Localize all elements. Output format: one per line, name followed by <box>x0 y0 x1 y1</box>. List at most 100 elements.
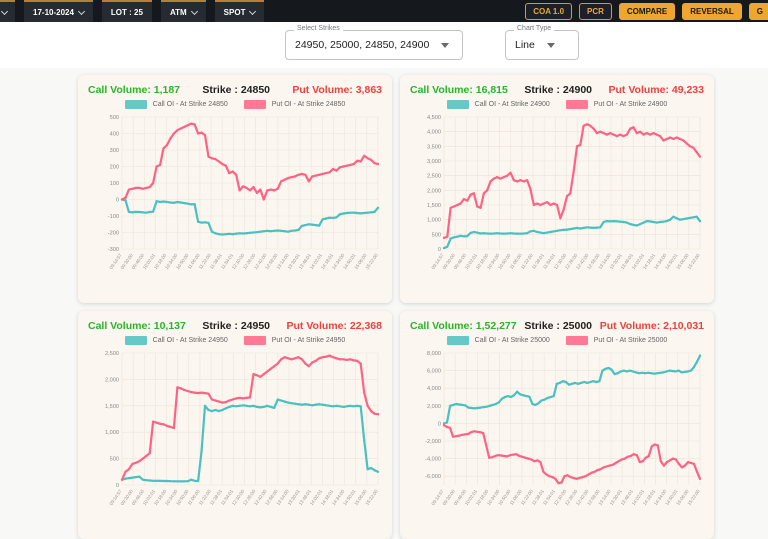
atm-select[interactable]: ATM <box>160 0 206 22</box>
svg-text:500: 500 <box>110 457 119 463</box>
chevron-down-icon <box>249 7 257 15</box>
put-legend-swatch[interactable] <box>243 100 266 109</box>
call-legend-label[interactable]: Call OI - At Strike 24950 <box>152 337 228 344</box>
put-volume-label: Put Volume: 22,368 <box>286 320 382 332</box>
svg-text:500: 500 <box>432 232 441 238</box>
date-label: 17-10-2024 <box>33 7 74 17</box>
select-strikes-dropdown[interactable]: Select Strikes 24950, 25000, 24850, 2490… <box>285 25 463 60</box>
svg-text:-2,000: -2,000 <box>425 439 441 445</box>
chevron-down-icon <box>0 7 9 15</box>
chart-type-value: Line <box>515 39 535 51</box>
chart-type-dropdown[interactable]: Chart Type Line <box>505 25 579 60</box>
put-legend-swatch[interactable] <box>565 336 588 345</box>
svg-text:200: 200 <box>110 165 119 171</box>
svg-text:0: 0 <box>116 198 119 204</box>
pcr-button[interactable]: PCR <box>579 2 612 20</box>
svg-text:2,000: 2,000 <box>427 404 441 410</box>
svg-text:-200: -200 <box>108 231 119 237</box>
line-chart-24850: 09:14:5709:30:0009:46:0010:02:0110:18:00… <box>108 115 380 270</box>
svg-text:0: 0 <box>438 421 441 427</box>
svg-text:3,500: 3,500 <box>427 144 441 150</box>
atm-label: ATM <box>169 7 187 17</box>
line-chart-24950: 09:14:5709:30:0009:46:0010:02:0110:18:00… <box>105 351 380 506</box>
put-legend-label[interactable]: Put OI - At Strike 25000 <box>593 337 668 344</box>
strike-label: Strike : 25000 <box>524 320 593 332</box>
call-legend-swatch[interactable] <box>124 336 147 345</box>
svg-text:2,500: 2,500 <box>105 351 119 357</box>
call-volume-label: Call Volume: 16,815 <box>410 84 508 96</box>
chart-grid: Call Volume: 1,187 Strike : 24850 Put Vo… <box>0 68 768 539</box>
chart-card-24900: Call Volume: 16,815 Strike : 24900 Put V… <box>400 75 714 303</box>
chart-header: Call Volume: 1,187 Strike : 24850 Put Vo… <box>88 84 382 96</box>
svg-text:300: 300 <box>110 148 119 154</box>
reversal-button[interactable]: REVERSAL <box>682 2 742 20</box>
chart-header: Call Volume: 10,137 Strike : 24950 Put V… <box>88 320 382 332</box>
call-volume-label: Call Volume: 10,137 <box>88 320 186 332</box>
spot-select[interactable]: SPOT <box>214 0 265 22</box>
dropdown-arrow-icon <box>546 42 555 48</box>
strike-label: Strike : 24850 <box>202 84 271 96</box>
controls-bar: Select Strikes 24950, 25000, 24850, 2490… <box>0 22 768 68</box>
call-legend-swatch[interactable] <box>446 336 469 345</box>
svg-text:4,500: 4,500 <box>427 115 441 121</box>
chart-card-24850: Call Volume: 1,187 Strike : 24850 Put Vo… <box>78 75 392 303</box>
svg-text:6,000: 6,000 <box>427 369 441 375</box>
svg-text:500: 500 <box>110 115 119 121</box>
chart-legend: Call OI - At Strike 24950 Put OI - At St… <box>88 336 382 345</box>
svg-text:1,000: 1,000 <box>105 430 119 436</box>
put-volume-label: Put Volume: 49,233 <box>608 84 704 96</box>
svg-text:2,500: 2,500 <box>427 174 441 180</box>
compare-button[interactable]: COMPARE <box>618 2 676 20</box>
topbar-buttons: COA 1.0 PCR COMPARE REVERSAL G <box>525 0 768 22</box>
lot-chip[interactable]: LOT : 25 <box>101 0 152 22</box>
svg-text:400: 400 <box>110 132 119 138</box>
line-chart-24900: 09:14:5709:30:0009:46:0010:02:0110:18:00… <box>427 115 702 270</box>
chevron-down-icon <box>77 7 85 15</box>
put-legend-label[interactable]: Put OI - At Strike 24900 <box>593 101 668 108</box>
dropdown-arrow-icon <box>441 42 450 48</box>
svg-text:-6,000: -6,000 <box>425 474 441 480</box>
svg-text:-100: -100 <box>108 214 119 220</box>
put-legend-swatch[interactable] <box>243 336 266 345</box>
svg-text:1,000: 1,000 <box>427 218 441 224</box>
select-strikes-label: Select Strikes <box>294 25 343 32</box>
svg-text:3,000: 3,000 <box>427 159 441 165</box>
svg-text:-300: -300 <box>108 247 119 253</box>
svg-text:0: 0 <box>438 247 441 253</box>
coa-button[interactable]: COA 1.0 <box>525 2 573 20</box>
strike-label: Strike : 24900 <box>524 84 593 96</box>
svg-text:1,500: 1,500 <box>105 404 119 410</box>
spot-label: SPOT <box>223 7 246 17</box>
put-legend-label[interactable]: Put OI - At Strike 24950 <box>271 337 346 344</box>
call-legend-label[interactable]: Call OI - At Strike 25000 <box>474 337 550 344</box>
symbol-select-partial[interactable] <box>0 0 15 22</box>
chart-legend: Call OI - At Strike 24900 Put OI - At St… <box>410 100 704 109</box>
call-legend-swatch[interactable] <box>124 100 147 109</box>
chart-card-24950: Call Volume: 10,137 Strike : 24950 Put V… <box>78 311 392 539</box>
call-volume-label: Call Volume: 1,187 <box>88 84 181 96</box>
svg-text:-4,000: -4,000 <box>425 457 441 463</box>
chart-card-25000: Call Volume: 1,52,277 Strike : 25000 Put… <box>400 311 714 539</box>
chevron-down-icon <box>190 7 198 15</box>
chart-type-label: Chart Type <box>514 25 555 32</box>
date-select[interactable]: 17-10-2024 <box>24 0 93 22</box>
line-chart-25000: 09:14:5709:30:0009:46:0010:02:0110:18:00… <box>425 351 702 506</box>
put-legend-label[interactable]: Put OI - At Strike 24850 <box>271 101 346 108</box>
call-legend-label[interactable]: Call OI - At Strike 24850 <box>152 101 228 108</box>
chart-header: Call Volume: 16,815 Strike : 24900 Put V… <box>410 84 704 96</box>
put-volume-label: Put Volume: 3,863 <box>292 84 382 96</box>
chart-legend: Call OI - At Strike 25000 Put OI - At St… <box>410 336 704 345</box>
cutoff-button[interactable]: G <box>748 2 768 20</box>
strike-label: Strike : 24950 <box>202 320 271 332</box>
select-strikes-value: 24950, 25000, 24850, 24900 <box>295 39 430 51</box>
svg-text:4,000: 4,000 <box>427 386 441 392</box>
call-legend-swatch[interactable] <box>446 100 469 109</box>
svg-text:8,000: 8,000 <box>427 351 441 357</box>
chart-legend: Call OI - At Strike 24850 Put OI - At St… <box>88 100 382 109</box>
put-legend-swatch[interactable] <box>565 100 588 109</box>
svg-text:100: 100 <box>110 181 119 187</box>
call-legend-label[interactable]: Call OI - At Strike 24900 <box>474 101 550 108</box>
put-volume-label: Put Volume: 2,10,031 <box>599 320 704 332</box>
svg-text:1,500: 1,500 <box>427 203 441 209</box>
call-volume-label: Call Volume: 1,52,277 <box>410 320 517 332</box>
